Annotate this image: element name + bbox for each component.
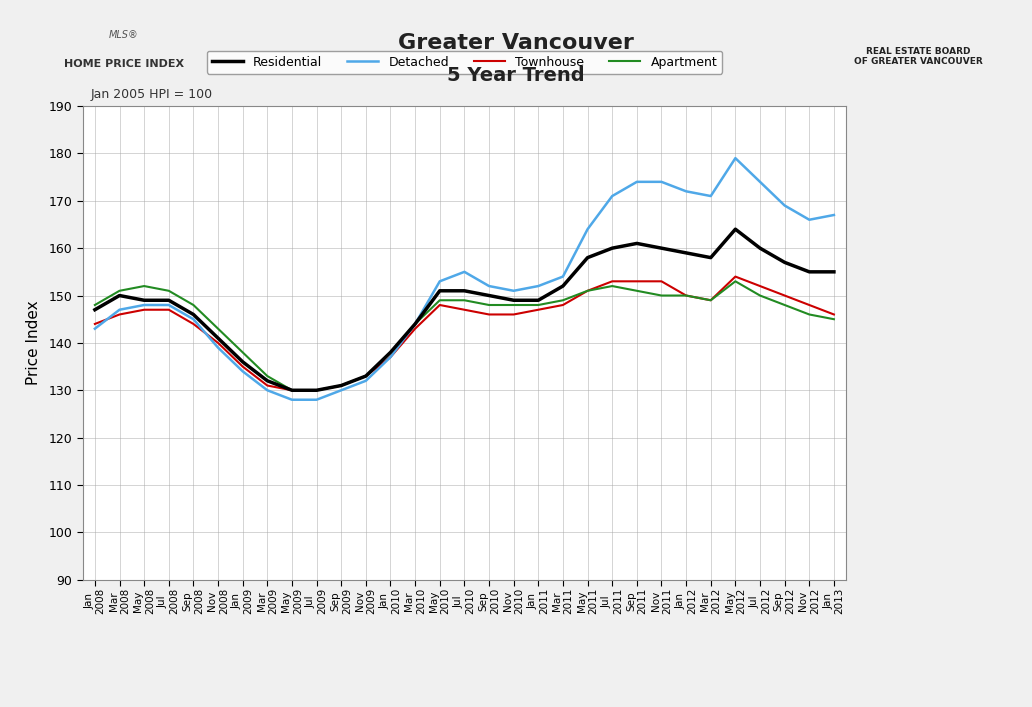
Y-axis label: Price Index: Price Index [26, 300, 40, 385]
Text: REAL ESTATE BOARD
OF GREATER VANCOUVER: REAL ESTATE BOARD OF GREATER VANCOUVER [854, 47, 982, 66]
Text: HOME PRICE INDEX: HOME PRICE INDEX [64, 59, 184, 69]
Legend: Residential, Detached, Townhouse, Apartment: Residential, Detached, Townhouse, Apartm… [206, 51, 722, 74]
Text: 5 Year Trend: 5 Year Trend [447, 66, 585, 86]
Text: Greater Vancouver: Greater Vancouver [398, 33, 634, 54]
Text: MLS®: MLS® [109, 30, 138, 40]
Text: Jan 2005 HPI = 100: Jan 2005 HPI = 100 [90, 88, 213, 101]
